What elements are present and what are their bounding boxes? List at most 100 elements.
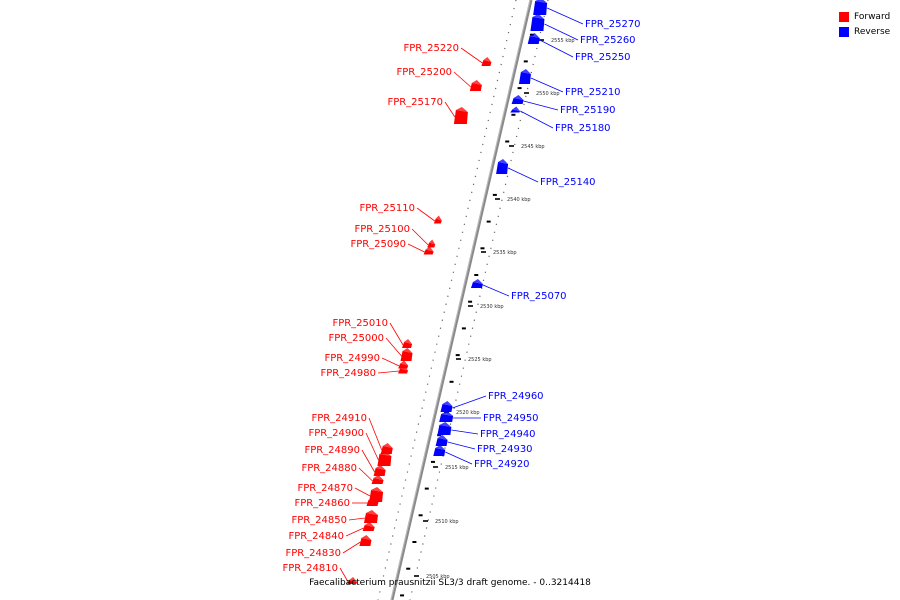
forward-gene-label: FPR_24870 bbox=[297, 483, 353, 494]
reverse-gene-tip bbox=[437, 435, 448, 440]
forward-gene[interactable] bbox=[371, 475, 384, 484]
forward-leader-line bbox=[453, 71, 472, 88]
forward-gene[interactable] bbox=[427, 239, 436, 248]
forward-leader-line bbox=[345, 527, 364, 537]
forward-gene[interactable] bbox=[363, 510, 378, 523]
reverse-gene[interactable] bbox=[440, 401, 453, 412]
forward-gene-label: FPR_24980 bbox=[320, 368, 376, 379]
reverse-gene-label: FPR_25270 bbox=[585, 19, 641, 30]
legend-reverse-label: Reverse bbox=[854, 26, 891, 37]
forward-leader-line bbox=[389, 322, 404, 346]
legend-forward-label: Forward bbox=[854, 11, 891, 22]
tick-label: 2510 kbp bbox=[435, 519, 459, 525]
forward-gene[interactable] bbox=[400, 348, 413, 361]
reverse-gene-body bbox=[433, 448, 446, 456]
forward-gene-tip bbox=[400, 365, 409, 371]
tick-label: 2550 kbp bbox=[536, 91, 560, 97]
reverse-gene-tip bbox=[435, 445, 446, 450]
forward-gene[interactable] bbox=[362, 522, 375, 531]
forward-gene[interactable] bbox=[377, 451, 392, 466]
forward-leader-line bbox=[348, 517, 366, 521]
forward-gene[interactable] bbox=[433, 215, 442, 224]
forward-gene-body bbox=[359, 538, 372, 546]
reverse-gene-body bbox=[530, 17, 545, 31]
forward-gene-label: FPR_25220 bbox=[403, 43, 459, 54]
forward-gene-label: FPR_24810 bbox=[282, 563, 338, 574]
reverse-gene[interactable] bbox=[530, 14, 545, 31]
reverse-gene[interactable] bbox=[433, 445, 446, 456]
forward-gene[interactable] bbox=[469, 80, 482, 91]
reverse-gene[interactable] bbox=[439, 411, 454, 422]
reverse-gene-label: FPR_24960 bbox=[488, 391, 544, 402]
reverse-gene-tip bbox=[532, 14, 545, 19]
forward-gene-tip bbox=[483, 57, 492, 62]
reverse-leader-line bbox=[546, 7, 584, 25]
reverse-gene-body bbox=[435, 438, 448, 446]
forward-gene-body bbox=[362, 525, 375, 531]
genome-backbone bbox=[390, 0, 533, 600]
forward-gene-tip bbox=[382, 443, 393, 448]
forward-gene[interactable] bbox=[398, 360, 409, 369]
forward-gene[interactable] bbox=[347, 577, 358, 584]
forward-gene-label: FPR_25010 bbox=[332, 318, 388, 329]
forward-gene-label: FPR_24860 bbox=[294, 498, 350, 509]
forward-gene-tip bbox=[373, 475, 384, 480]
reverse-gene[interactable] bbox=[527, 33, 540, 44]
gene-labels: FPR_25220 FPR_25200 FPR_25170 FPR_25110 FPR_… bbox=[282, 19, 640, 574]
forward-gene-label: FPR_24850 bbox=[291, 515, 347, 526]
reverse-gene[interactable] bbox=[437, 422, 452, 435]
reverse-leader-line bbox=[447, 441, 476, 450]
reverse-gene[interactable] bbox=[435, 435, 448, 446]
reverse-gene-body bbox=[527, 36, 540, 44]
forward-gene[interactable] bbox=[423, 246, 434, 255]
reverse-gene[interactable] bbox=[510, 106, 521, 113]
forward-gene-body bbox=[366, 500, 379, 506]
reverse-gene-tip bbox=[535, 0, 548, 3]
forward-swatch bbox=[839, 11, 849, 22]
reverse-gene-label: FPR_25190 bbox=[560, 105, 616, 116]
forward-leader-line bbox=[354, 487, 371, 497]
tick-label: 2535 kbp bbox=[493, 250, 517, 256]
genome-backbone-highlight bbox=[390, 0, 531, 600]
forward-leader-line bbox=[358, 467, 373, 482]
forward-gene-label: FPR_24830 bbox=[285, 548, 341, 559]
tick-label: 2545 kbp bbox=[521, 144, 545, 150]
reverse-gene-tip bbox=[439, 422, 452, 427]
forward-gene-label: FPR_25000 bbox=[328, 333, 384, 344]
reverse-leader-line bbox=[539, 39, 574, 58]
reverse-gene-label: FPR_25260 bbox=[580, 35, 636, 46]
forward-gene-tip bbox=[455, 107, 468, 112]
forward-leader-line bbox=[416, 207, 436, 222]
forward-gene-body bbox=[481, 60, 492, 66]
reverse-gene[interactable] bbox=[533, 0, 548, 15]
forward-gene[interactable] bbox=[373, 465, 386, 476]
forward-gene[interactable] bbox=[398, 365, 409, 374]
reverse-gene-body bbox=[518, 72, 531, 84]
forward-gene[interactable] bbox=[366, 497, 379, 506]
reverse-gene-label: FPR_24940 bbox=[480, 429, 536, 440]
forward-gene[interactable] bbox=[453, 107, 468, 124]
tick-label: 2540 kbp bbox=[507, 197, 531, 203]
reverse-gene[interactable] bbox=[518, 69, 531, 84]
forward-gene[interactable] bbox=[359, 535, 372, 546]
forward-leader-line bbox=[368, 417, 383, 451]
forward-gene-label: FPR_25100 bbox=[354, 224, 410, 235]
reverse-leader-line bbox=[507, 167, 539, 183]
forward-gene[interactable] bbox=[481, 57, 492, 66]
forward-gene-label: FPR_25110 bbox=[359, 203, 415, 214]
tick-label: 2525 kbp bbox=[468, 357, 492, 363]
reverse-gene-tip bbox=[529, 33, 540, 38]
forward-leader-line bbox=[361, 449, 375, 473]
forward-track-guide bbox=[377, 0, 517, 600]
reverse-gene[interactable] bbox=[470, 279, 483, 288]
tick-label: 2520 kbp bbox=[456, 410, 480, 416]
forward-gene-tip bbox=[425, 246, 434, 252]
reverse-gene[interactable] bbox=[496, 159, 509, 174]
forward-gene-body bbox=[373, 468, 386, 476]
reverse-gene-label: FPR_24930 bbox=[477, 444, 533, 455]
forward-gene[interactable] bbox=[402, 339, 413, 348]
forward-gene-label: FPR_25090 bbox=[350, 239, 406, 250]
reverse-gene[interactable] bbox=[511, 95, 524, 104]
forward-gene-body bbox=[427, 242, 436, 248]
reverse-gene-body bbox=[440, 404, 453, 412]
